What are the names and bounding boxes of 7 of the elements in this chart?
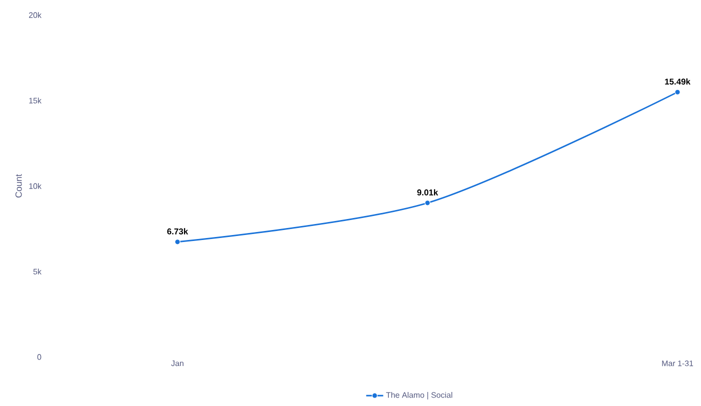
- point: [174, 239, 180, 245]
- point: [424, 200, 430, 206]
- data-label: 15.49k: [665, 78, 690, 85]
- data-label: 9.01k: [417, 189, 438, 196]
- point: [674, 89, 680, 96]
- y-axis-title: Count: [15, 174, 22, 198]
- data-label: 6.73k: [167, 228, 188, 234]
